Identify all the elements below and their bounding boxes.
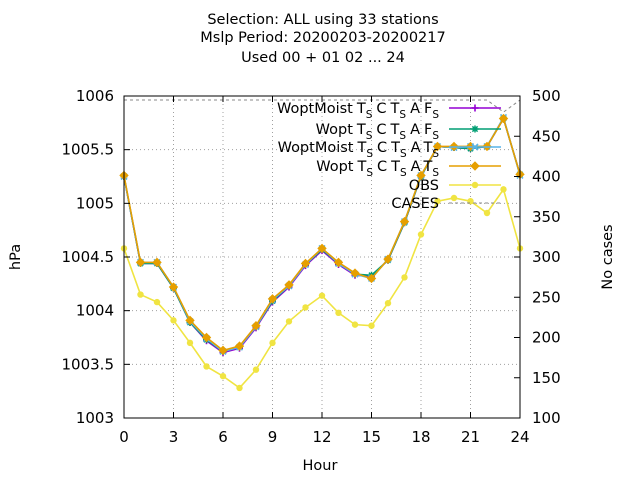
- legend-label: OBS: [409, 178, 439, 194]
- data-point: [432, 141, 443, 152]
- data-point: [368, 322, 375, 329]
- y2-tick-label: 400: [532, 168, 561, 186]
- grid-lines: [124, 96, 520, 418]
- data-point: [153, 298, 161, 306]
- data-point: [383, 254, 393, 264]
- y-tick-label: 1005: [76, 194, 114, 212]
- x-tick-label: 0: [119, 428, 129, 446]
- data-point: [350, 268, 360, 278]
- data-point: [185, 315, 195, 326]
- chart-title-line-3: Used 00 + 01 02 ... 24: [241, 50, 405, 66]
- data-point: [401, 274, 408, 281]
- data-point: [218, 345, 228, 356]
- y-tick-label: 1004.5: [62, 248, 115, 266]
- data-point: [135, 257, 146, 268]
- y-tick-label: 1006: [76, 87, 114, 105]
- y-tick-label: 1005.5: [62, 141, 115, 159]
- x-tick-label: 6: [218, 428, 228, 446]
- x-tick-label: 18: [411, 428, 430, 446]
- data-point: [317, 243, 327, 254]
- data-point: [384, 299, 392, 307]
- y2-tick-label: 100: [532, 409, 561, 427]
- data-point: [318, 292, 326, 299]
- data-point: [234, 341, 245, 351]
- data-point: [186, 339, 194, 347]
- legend-entry: OBS: [409, 178, 501, 194]
- data-point: [252, 366, 260, 373]
- data-point: [471, 181, 479, 189]
- x-tick-label: 12: [312, 428, 331, 446]
- data-point: [137, 291, 144, 298]
- data-point: [302, 304, 309, 311]
- data-point: [335, 309, 342, 317]
- data-point: [236, 384, 243, 392]
- data-point: [483, 209, 491, 217]
- data-point: [152, 257, 162, 268]
- y-axis-label: hPa: [8, 244, 24, 270]
- data-point: [366, 273, 377, 284]
- y-tick-label: 1003.5: [62, 355, 115, 373]
- chart-title-line-2: Mslp Period: 20200203-20200217: [200, 30, 445, 46]
- data-point: [285, 318, 293, 325]
- data-point: [500, 186, 507, 193]
- data-point: [284, 280, 294, 290]
- y2-tick-label: 300: [532, 248, 561, 266]
- axis-ticks: 0 3 6 9 12 15 18 21 24 1003 1003.5 1004 1004.5 1005 10…: [62, 87, 561, 446]
- data-point: [471, 125, 479, 133]
- data-point: [201, 332, 212, 343]
- data-point: [267, 294, 278, 304]
- y-tick-label: 1004: [76, 302, 114, 320]
- y2-tick-label: 150: [532, 369, 561, 387]
- chart-title-line-1: Selection: ALL using 33 stations: [207, 12, 438, 28]
- y-tick-label: 1003: [76, 409, 114, 427]
- y2-tick-label: 250: [532, 288, 561, 306]
- x-tick-label: 21: [461, 428, 480, 446]
- x-tick-label: 24: [510, 428, 529, 446]
- data-point: [498, 113, 509, 124]
- y2-tick-label: 200: [532, 329, 561, 347]
- y2-tick-label: 500: [532, 87, 561, 105]
- x-axis-label: Hour: [303, 458, 338, 474]
- data-point: [434, 197, 441, 205]
- data-point: [399, 216, 410, 227]
- legend: WoptMoistTS​CTS​AFS​WoptTS​CTS​AFS​WoptM…: [277, 101, 501, 212]
- data-point: [170, 317, 177, 324]
- data-point: [470, 161, 480, 171]
- x-tick-label: 3: [169, 428, 179, 446]
- data-point: [251, 320, 261, 331]
- x-tick-label: 15: [362, 428, 381, 446]
- data-point: [351, 321, 359, 328]
- series-5: [120, 186, 524, 392]
- data-point: [269, 339, 276, 347]
- y2-tick-label: 450: [532, 127, 561, 145]
- data-point: [219, 372, 227, 380]
- y2-axis-label: No cases: [600, 224, 616, 289]
- data-point: [450, 194, 458, 202]
- data-point: [471, 143, 479, 151]
- data-point: [203, 363, 210, 370]
- data-point: [300, 258, 311, 269]
- data-point: [417, 231, 425, 238]
- data-point: [333, 257, 344, 268]
- y2-tick-label: 350: [532, 208, 561, 226]
- data-point: [168, 282, 179, 292]
- x-tick-label: 9: [268, 428, 278, 446]
- data-point: [471, 104, 479, 112]
- chart-title: Selection: ALL using 33 stations Mslp Pe…: [200, 12, 445, 66]
- legend-label: CASES: [391, 196, 439, 212]
- data-point: [416, 170, 426, 181]
- legend-entry: CASES: [391, 196, 501, 212]
